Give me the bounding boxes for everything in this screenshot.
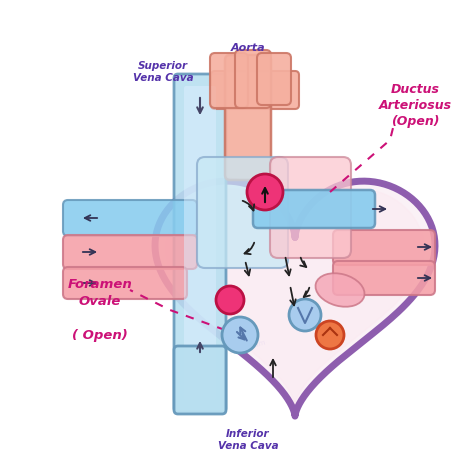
FancyBboxPatch shape <box>270 157 351 258</box>
FancyBboxPatch shape <box>197 157 288 268</box>
Text: Foramen
Ovale

( Open): Foramen Ovale ( Open) <box>68 278 132 342</box>
Circle shape <box>222 317 258 353</box>
FancyBboxPatch shape <box>253 190 375 228</box>
FancyBboxPatch shape <box>225 55 271 180</box>
Text: Inferior
Vena Cava: Inferior Vena Cava <box>218 429 278 451</box>
Text: Student
Midwife
Studygram: Student Midwife Studygram <box>224 325 266 355</box>
Circle shape <box>289 299 321 331</box>
Circle shape <box>216 286 244 314</box>
FancyBboxPatch shape <box>63 235 197 269</box>
FancyBboxPatch shape <box>174 346 226 414</box>
FancyBboxPatch shape <box>333 261 435 295</box>
FancyBboxPatch shape <box>333 230 435 265</box>
Text: Aorta: Aorta <box>231 43 265 53</box>
FancyBboxPatch shape <box>210 53 248 108</box>
FancyBboxPatch shape <box>174 74 226 412</box>
Polygon shape <box>155 181 435 416</box>
FancyBboxPatch shape <box>211 71 299 109</box>
Circle shape <box>316 321 344 349</box>
Circle shape <box>247 174 283 210</box>
FancyBboxPatch shape <box>184 86 216 400</box>
Ellipse shape <box>316 273 365 307</box>
Polygon shape <box>166 189 424 405</box>
FancyBboxPatch shape <box>257 53 291 105</box>
Text: Ductus
Arteriosus
(Open): Ductus Arteriosus (Open) <box>378 82 452 128</box>
Text: Superior
Vena Cava: Superior Vena Cava <box>133 61 193 83</box>
FancyBboxPatch shape <box>235 50 271 108</box>
FancyBboxPatch shape <box>63 200 197 236</box>
FancyBboxPatch shape <box>63 267 187 299</box>
